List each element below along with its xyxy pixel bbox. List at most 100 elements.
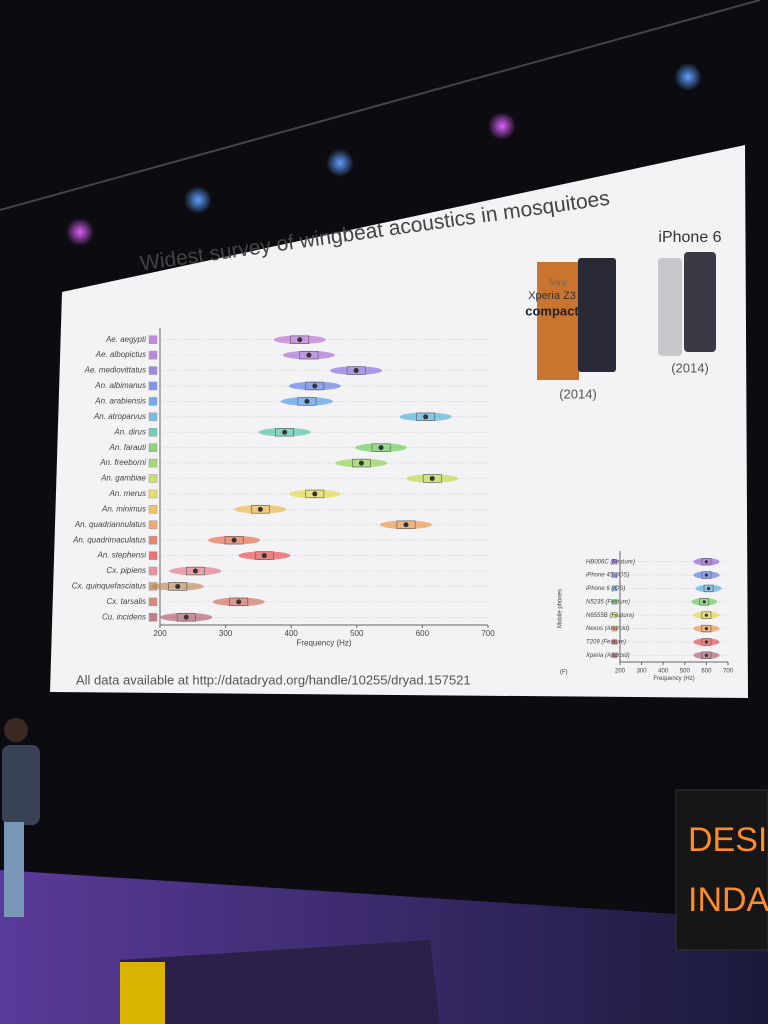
light [488, 112, 516, 140]
legend-swatch [148, 381, 158, 391]
x-tick-label: 300 [219, 629, 233, 638]
category-label: Cx. quinquefasciatus [72, 582, 146, 591]
box [186, 566, 205, 576]
legend-swatch [148, 520, 158, 530]
median [704, 613, 709, 617]
box [250, 505, 270, 514]
x-tick-label: 400 [285, 629, 299, 638]
light [674, 63, 702, 91]
category-label: An. atroparvus [93, 412, 146, 421]
median [312, 491, 318, 497]
box [701, 558, 712, 566]
category-label: N5235 (Feature) [586, 599, 630, 605]
category-label: An. arabiensis [94, 397, 146, 406]
phone-year: (2014) [671, 360, 709, 375]
legend-swatch [611, 625, 618, 632]
x-tick-label: 200 [615, 669, 626, 675]
light [184, 186, 212, 214]
median [304, 398, 310, 404]
legend-swatch [148, 412, 158, 422]
category-label: An. quadriannulatus [74, 520, 146, 529]
box [346, 366, 366, 375]
box [290, 335, 310, 344]
x-tick-label: 200 [153, 629, 167, 638]
box [224, 536, 244, 545]
category-label: T209 (Feature) [586, 640, 626, 646]
x-tick-label: 500 [350, 629, 364, 638]
sign [675, 789, 768, 951]
box [305, 381, 325, 391]
median [231, 537, 237, 543]
box [254, 551, 274, 560]
phone-image [684, 252, 716, 352]
x-axis-label: Frequency (Hz) [653, 676, 694, 682]
category-label: Xperia (Android) [585, 653, 630, 659]
category-label: Ae. albopictus [95, 350, 146, 359]
category-label: Cx. tarsalis [106, 597, 146, 606]
legend-swatch [611, 572, 618, 578]
box [229, 597, 249, 607]
legend-swatch [148, 535, 158, 545]
category-label: An. merus [109, 489, 146, 498]
phone-model: iPhone 6 [658, 229, 721, 246]
median [378, 445, 384, 451]
median [175, 583, 181, 589]
legend-swatch [148, 458, 158, 468]
legend-swatch [148, 443, 158, 452]
legend-swatch [611, 652, 618, 659]
median [706, 586, 711, 591]
legend-swatch [148, 489, 158, 499]
x-tick-label: 400 [658, 669, 669, 675]
box [305, 489, 325, 499]
box [176, 613, 196, 622]
phone-image [658, 258, 682, 356]
box [703, 584, 714, 593]
phone-brand: Sony [549, 278, 567, 287]
truss [0, 0, 761, 211]
median [702, 600, 706, 604]
legend-swatch [611, 585, 618, 592]
legend-swatch [148, 566, 158, 576]
footer-text: All data available at http://datadryad.o… [76, 672, 471, 687]
box [701, 624, 712, 633]
person-legs [4, 822, 24, 917]
x-axis-label: Frequency (Hz) [296, 639, 351, 648]
legend-swatch [611, 612, 618, 618]
x-tick-label: 300 [637, 669, 648, 675]
category-label: Nexus (Android) [586, 626, 629, 632]
legend-swatch [148, 474, 158, 483]
box [701, 611, 712, 619]
median [236, 599, 242, 605]
category-label: An. gambiae [100, 474, 146, 483]
legend-swatch [148, 350, 158, 360]
x-tick-label: 500 [680, 669, 691, 675]
stair-light [120, 962, 165, 1024]
category-label: Cu. incidens [102, 612, 146, 621]
box [701, 651, 712, 659]
light [326, 149, 354, 177]
category-label: HB006C (Feature) [586, 559, 635, 565]
category-label: N6555B (Feature) [586, 613, 634, 619]
median [353, 368, 359, 374]
box [371, 443, 391, 452]
category-label: An. albimanus [94, 381, 146, 390]
box [351, 458, 371, 468]
median [704, 626, 709, 631]
legend-swatch [148, 427, 158, 437]
sign-text: DESI [688, 821, 767, 859]
box [299, 350, 319, 360]
category-label: An. stephensi [97, 551, 147, 560]
legend-swatch [148, 335, 158, 344]
median [704, 640, 709, 644]
person-head [4, 718, 28, 742]
legend-swatch [148, 366, 158, 375]
category-label: An. dirus [113, 427, 146, 436]
phone-model: Xperia Z3 [528, 290, 576, 302]
inset-chart: 200 300 400 500 600 700 Frequency (Hz) HB006C (… [558, 551, 734, 682]
box [275, 428, 295, 437]
box [416, 412, 436, 421]
legend-swatch [148, 613, 158, 622]
x-tick-label: 600 [701, 669, 712, 675]
category-label: Ae. mediovittatus [84, 366, 146, 375]
